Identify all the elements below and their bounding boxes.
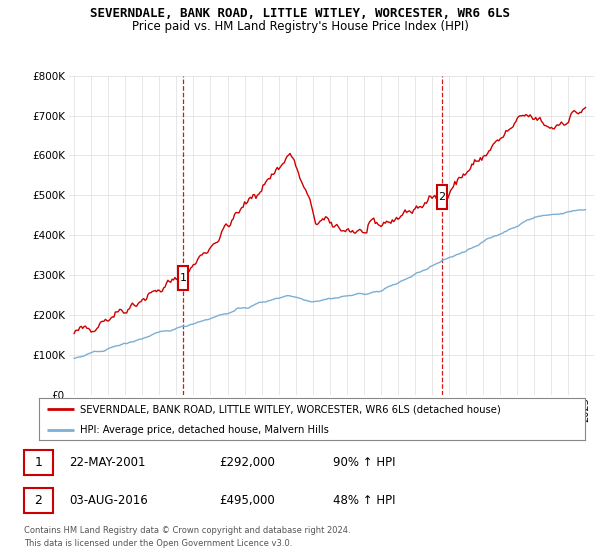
Text: 90% ↑ HPI: 90% ↑ HPI (333, 456, 395, 469)
Bar (178, 267, 188, 290)
Text: 48% ↑ HPI: 48% ↑ HPI (333, 494, 395, 507)
Text: 1: 1 (34, 456, 43, 469)
Text: SEVERNDALE, BANK ROAD, LITTLE WITLEY, WORCESTER, WR6 6LS: SEVERNDALE, BANK ROAD, LITTLE WITLEY, WO… (90, 7, 510, 20)
Text: Contains HM Land Registry data © Crown copyright and database right 2024.: Contains HM Land Registry data © Crown c… (24, 526, 350, 535)
Text: 03-AUG-2016: 03-AUG-2016 (69, 494, 148, 507)
Text: £495,000: £495,000 (219, 494, 275, 507)
Text: 2: 2 (439, 192, 446, 202)
Text: HPI: Average price, detached house, Malvern Hills: HPI: Average price, detached house, Malv… (80, 426, 329, 435)
Text: This data is licensed under the Open Government Licence v3.0.: This data is licensed under the Open Gov… (24, 539, 292, 548)
Bar (437, 185, 446, 209)
Text: 22-MAY-2001: 22-MAY-2001 (69, 456, 146, 469)
Text: SEVERNDALE, BANK ROAD, LITTLE WITLEY, WORCESTER, WR6 6LS (detached house): SEVERNDALE, BANK ROAD, LITTLE WITLEY, WO… (80, 404, 500, 414)
Text: 2: 2 (34, 494, 43, 507)
Text: £292,000: £292,000 (219, 456, 275, 469)
Text: 1: 1 (179, 273, 187, 283)
Text: Price paid vs. HM Land Registry's House Price Index (HPI): Price paid vs. HM Land Registry's House … (131, 20, 469, 32)
